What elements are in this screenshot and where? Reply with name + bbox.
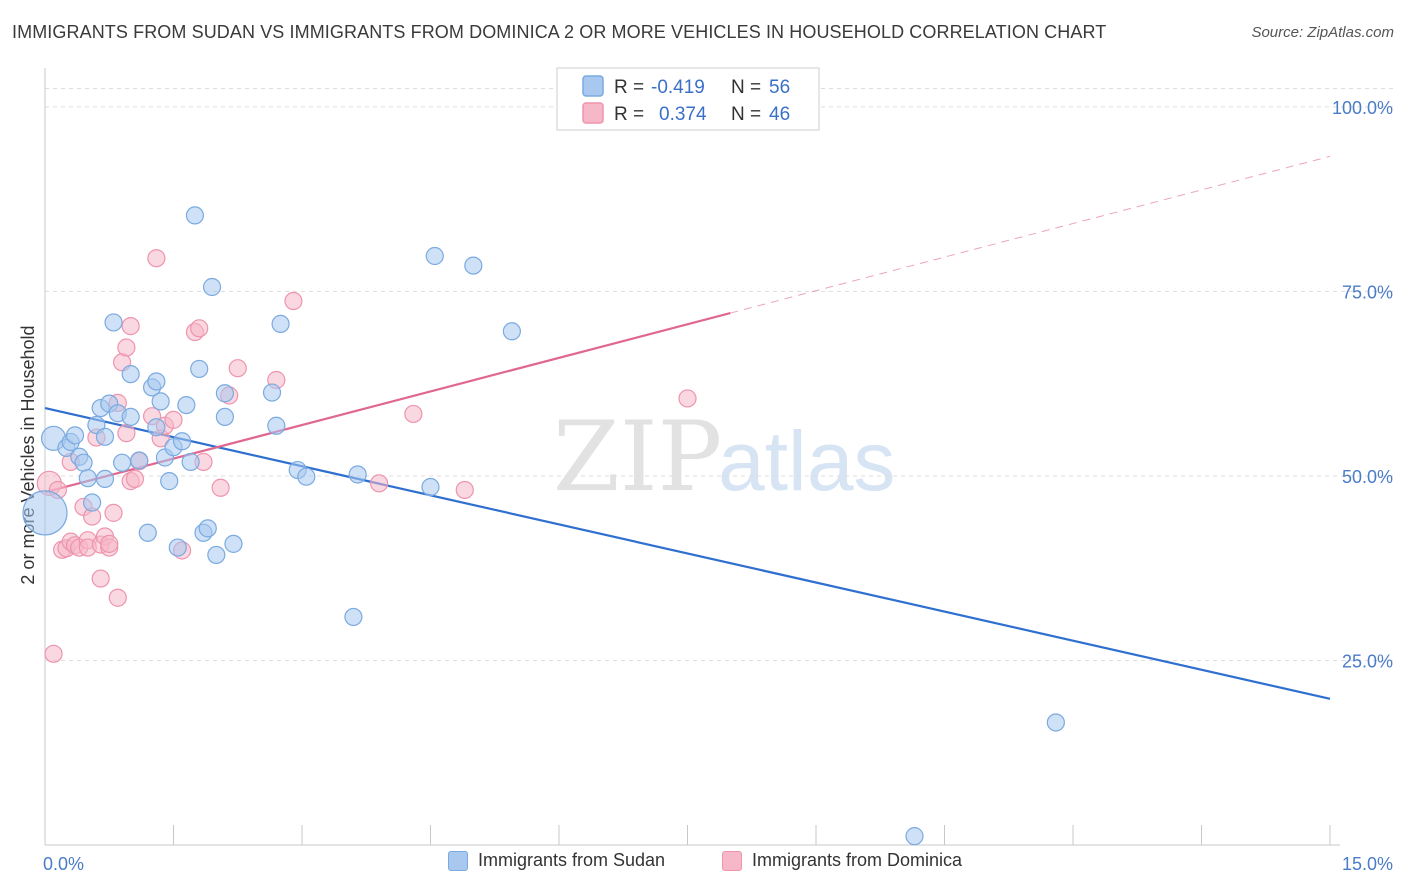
x-tick-label: 0.0% [43,854,84,874]
data-point-sudan [464,256,483,275]
data-point-sudan [147,372,166,391]
data-point-sudan [172,432,192,451]
data-point-sudan [168,538,187,557]
data-point-sudan [502,322,521,341]
data-point-sudan [185,206,205,225]
legend-dominica-r-label: R = [614,104,644,125]
data-point-dominica [108,588,127,607]
data-point-dominica [125,469,145,489]
x-tick-labels: 0.0% 15.0% [43,854,1393,874]
legend-swatch-sudan [582,75,604,97]
data-point-dominica [211,478,230,497]
data-point-dominica [164,410,183,429]
y-tick-label: 25.0% [1342,651,1393,671]
data-point-sudan [22,490,68,536]
data-point-dominica [678,389,697,408]
data-point-sudan [271,314,290,334]
data-point-sudan [181,452,200,472]
data-point-sudan [207,545,226,565]
bottom-legend-sudan: Immigrants from Sudan [448,850,665,871]
data-point-sudan [74,453,93,472]
data-point-sudan [1046,713,1065,732]
legend-sudan-r-label: R = [614,77,644,98]
bottom-legend-sudan-swatch [448,850,468,871]
x-tick-label: 15.0% [1342,854,1393,874]
legend-sudan-n-label: N = [731,77,761,98]
data-point-dominica [117,338,136,357]
data-point-sudan [905,827,924,846]
data-point-sudan [297,467,316,486]
source-credit: Source: ZipAtlas.com [1251,24,1394,41]
legend-box: R = -0.419 N = 56 R = 0.374 N = 46 [556,67,820,131]
data-point-sudan [190,359,209,379]
y-axis-label: 2 or more Vehicles in Household [18,325,38,584]
data-point-sudan [112,453,132,472]
data-point-sudan [215,384,234,403]
y-tick-labels: 25.0% 50.0% 75.0% 100.0% [1332,98,1393,672]
data-point-sudan [138,523,157,542]
data-point-sudan [202,277,222,297]
data-point-dominica [44,644,63,663]
bottom-legend-dominica: Immigrants from Dominica [722,850,962,871]
data-point-sudan [130,451,149,470]
trend-line-sudan [44,406,1331,700]
legend-swatch-dominica [582,102,604,124]
data-point-dominica [190,319,209,338]
data-point-sudan [160,472,179,491]
legend-sudan-r-value: -0.419 [651,77,705,98]
bottom-legend: Immigrants from Sudan Immigrants from Do… [0,850,1406,880]
watermark: ZIP atlas [553,401,895,513]
data-point-dominica [147,249,166,268]
legend-dominica-n-label: N = [731,104,761,125]
grid-lines [45,87,1393,661]
data-point-sudan [121,407,140,427]
data-point-sudan [177,395,196,415]
data-point-sudan [121,364,140,384]
data-point-dominica [91,569,110,588]
data-point-sudan [147,418,166,437]
y-tick-label: 100.0% [1332,98,1393,118]
series-sudan-points [22,206,1065,846]
data-point-sudan [95,469,115,489]
y-tick-label: 50.0% [1342,467,1393,487]
axes [44,68,1340,846]
data-point-dominica [104,503,123,522]
data-point-dominica [117,424,136,443]
data-point-sudan [344,607,363,627]
y-tick-label: 75.0% [1342,282,1393,302]
bottom-legend-dominica-label: Immigrants from Dominica [752,850,963,870]
legend-dominica-r-value: 0.374 [659,104,707,125]
data-point-dominica [370,474,389,493]
data-point-sudan [78,469,97,488]
data-point-sudan [348,465,367,484]
data-point-sudan [215,407,234,427]
data-point-sudan [65,426,85,445]
data-point-sudan [83,493,102,512]
bottom-legend-dominica-swatch [722,850,742,871]
chart-title: IMMIGRANTS FROM SUDAN VS IMMIGRANTS FROM… [12,22,1107,42]
legend-dominica-n-value: 46 [769,104,790,125]
watermark-zip: ZIP [553,401,722,513]
data-point-dominica [121,317,140,336]
data-point-dominica [284,291,303,311]
data-point-dominica [100,534,119,553]
data-point-sudan [421,477,440,497]
data-point-sudan [262,383,282,402]
data-point-dominica [228,359,247,378]
watermark-atlas: atlas [718,414,895,508]
data-point-dominica [404,404,423,424]
bottom-legend-sudan-label: Immigrants from Sudan [478,850,666,870]
data-point-sudan [267,416,286,435]
data-point-sudan [425,246,444,266]
legend-sudan-n-value: 56 [769,77,790,98]
data-point-dominica [455,480,474,500]
trend-line-dominica-projection [730,155,1331,314]
data-point-sudan [198,519,217,538]
data-point-sudan [151,392,170,411]
data-point-sudan [224,534,243,553]
data-point-sudan [95,427,115,446]
data-point-sudan [104,313,123,332]
